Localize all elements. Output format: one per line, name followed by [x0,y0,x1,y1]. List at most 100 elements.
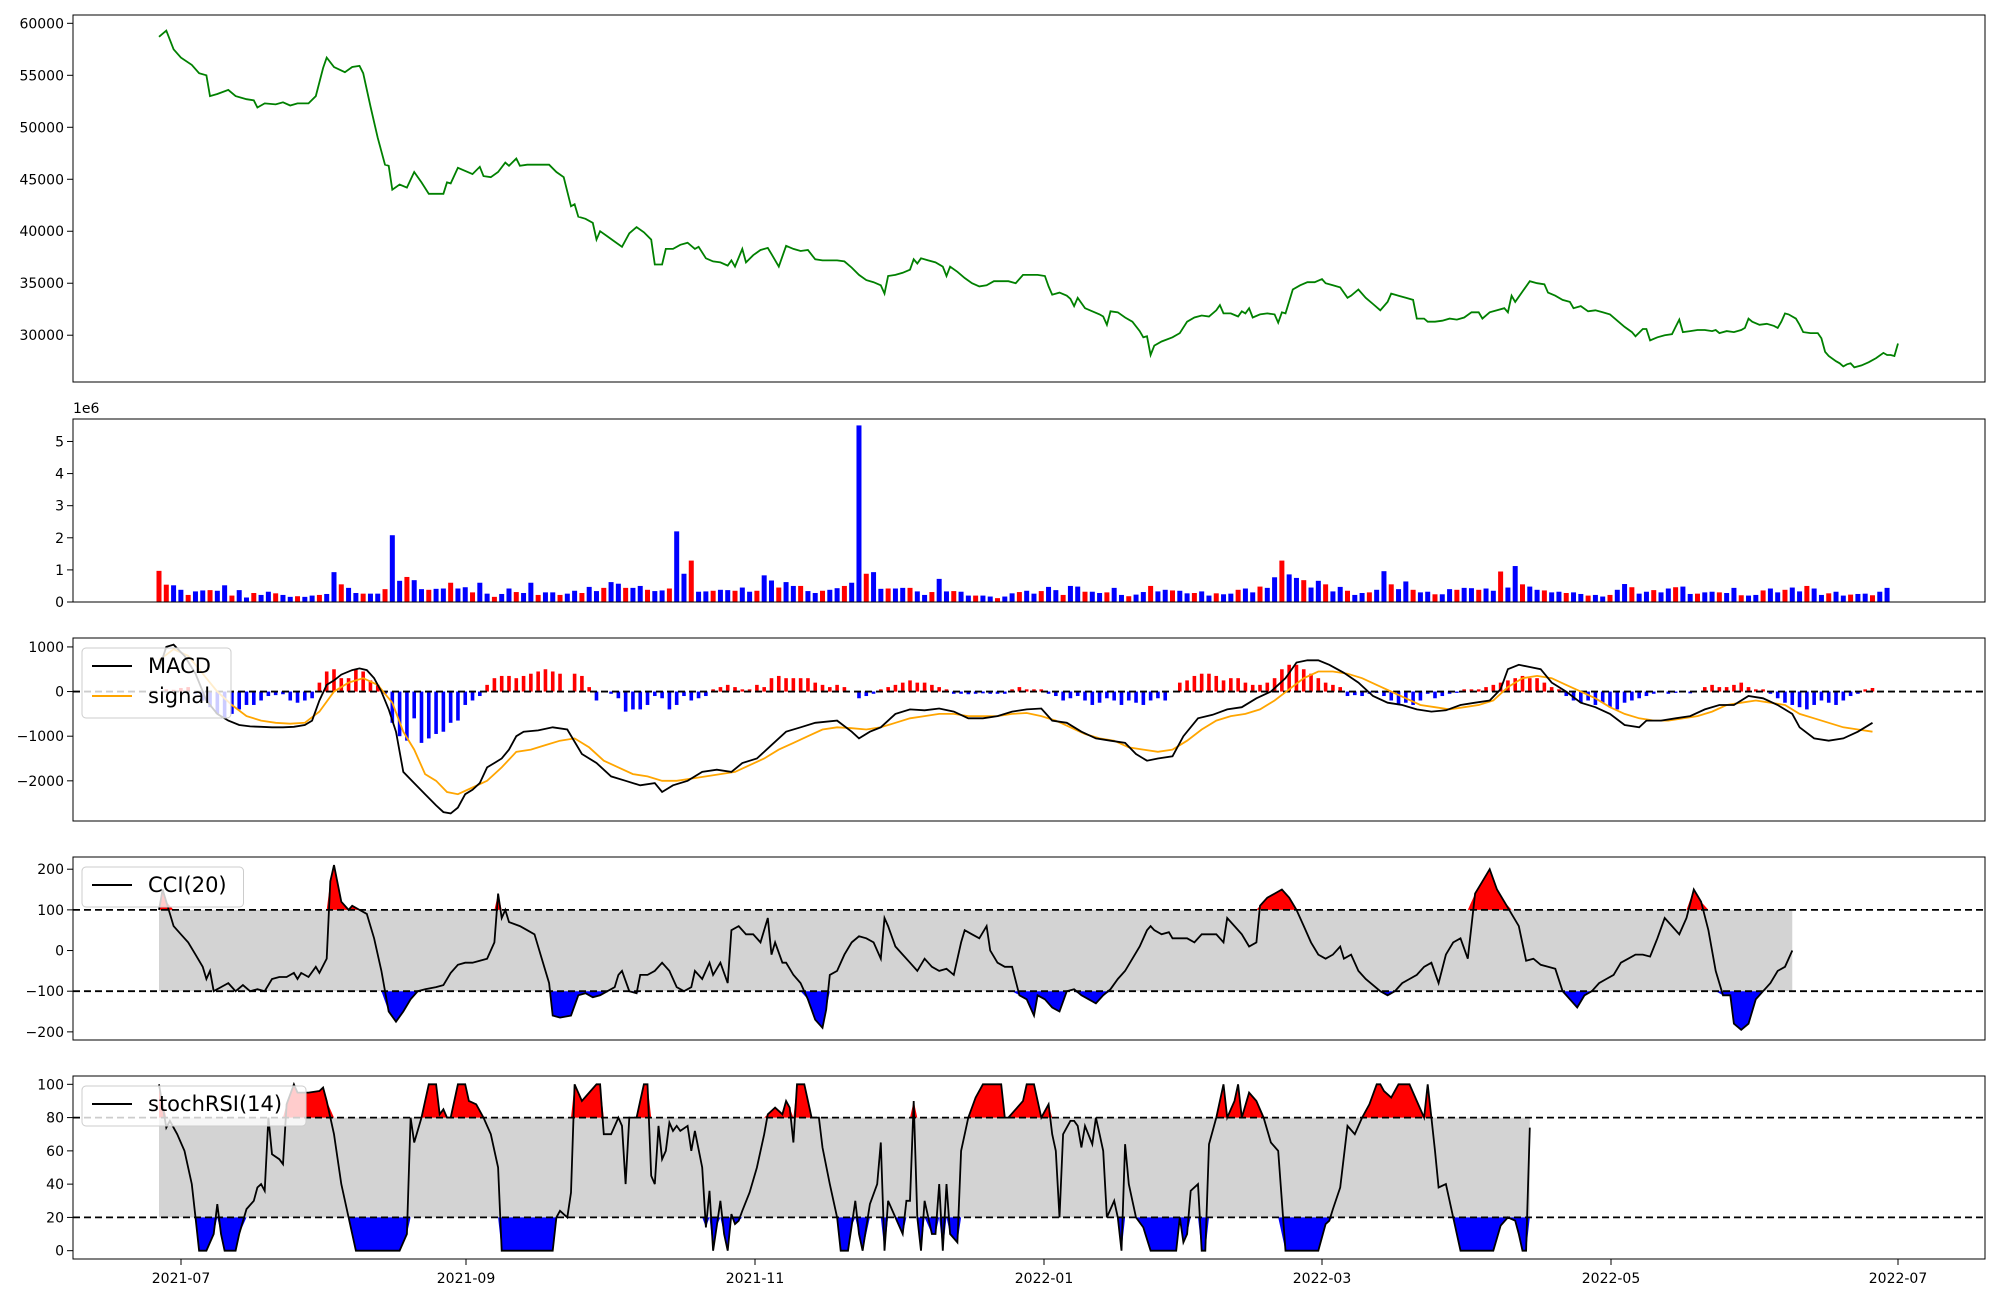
volume-bar [1804,585,1810,602]
macd-histogram-bar [1199,673,1204,692]
volume-bar [484,593,490,602]
oversold-fill [159,1217,1530,1251]
macd-histogram-bar [1243,682,1248,692]
macd-histogram-bar [288,691,293,701]
x-tick-label: 2022-01 [1015,1271,1074,1287]
volume-bar [1680,586,1686,602]
x-tick-label: 2021-07 [152,1271,211,1287]
macd-histogram-bar [478,691,482,697]
macd-histogram-bar [1447,691,1452,694]
legend-box [81,1085,307,1127]
volume-bar [936,578,942,602]
volume-bar [885,588,891,602]
macd-histogram-bar [1404,691,1408,703]
macd-histogram-bar [1010,689,1014,692]
volume-bar [747,591,753,602]
volume-bar [470,592,476,602]
legend-label: MACD [148,654,211,678]
volume-bar [171,585,177,602]
volume-bar [995,598,1001,602]
volume-bar [185,594,191,602]
volume-bar [156,570,162,602]
macd-histogram-bar [550,671,555,692]
macd-histogram-bar [1003,691,1007,694]
volume-bar [477,582,483,602]
macd-histogram-bar [339,678,344,692]
y-tick-label: 60000 [19,16,64,32]
volume-bar [1541,590,1547,602]
volume-bar [280,594,286,602]
macd-histogram-bar [1309,673,1313,692]
macd-histogram-bar [543,669,548,692]
macd-histogram-bar [1250,684,1255,692]
macd-histogram-bar [273,691,278,696]
macd-histogram-bar [1622,691,1627,703]
volume-bar [324,593,330,602]
macd-histogram-bar [616,691,621,699]
macd-histogram-bar [1469,689,1474,692]
volume-bar [615,583,621,602]
macd-histogram-bar [463,691,468,705]
macd-histogram-bar [1666,691,1671,694]
volume-bar [1629,587,1635,602]
macd-histogram-bar [456,691,460,721]
volume-bar [1315,580,1321,602]
macd-histogram-bar [1396,691,1401,705]
macd-histogram-bar [1651,691,1656,694]
macd-histogram-bar [784,678,788,692]
volume-bar [1818,594,1824,602]
y-tick-label: 0 [55,1244,64,1260]
macd-histogram-bar [755,684,759,692]
volume-bar [579,593,585,602]
volume-bar [265,591,271,602]
volume-bar [1731,587,1737,602]
macd-histogram-bar [1316,678,1321,692]
volume-bar [1126,596,1132,602]
volume-bar [346,587,352,602]
volume-bar [1162,589,1168,602]
volume-bar [1366,592,1372,602]
volume-bar [1286,574,1292,602]
volume-bar [1082,591,1088,602]
shared-date-axis: 2021-07 2021-09 2021-11 2022-01 2022-03 2022-… [152,1259,1927,1287]
volume-bar [499,593,505,602]
macd-histogram-bar [1068,691,1073,699]
macd-histogram-bar [485,684,489,692]
y-tick-label: 80 [46,1111,64,1127]
macd-histogram-bar [259,691,263,701]
macd-histogram-bar [1017,687,1022,692]
macd-histogram-bar [711,689,715,692]
volume-bar [1571,592,1577,602]
volume-bar [1498,571,1504,602]
volume-bar [1461,587,1467,602]
macd-histogram-bar [1411,691,1415,705]
macd-histogram-bar [1841,691,1846,701]
volume-bar [1155,591,1161,602]
volume-bar [1782,589,1788,602]
volume-bar [659,590,665,602]
macd-histogram-bar [653,691,657,697]
volume-bar [951,591,957,602]
volume-bar [557,594,563,602]
macd-histogram-bar [397,691,402,737]
macd-histogram-bar [828,687,832,692]
macd-histogram-bar [580,675,584,692]
macd-histogram-bar [930,684,934,692]
volume-bar [849,582,855,602]
volume-bar [1177,590,1183,602]
macd-histogram-bar [1272,678,1277,692]
volume-bar [1242,588,1248,602]
volume-bar [287,596,293,602]
volume-bar [1024,590,1030,602]
macd-histogram-bar [1761,689,1765,692]
volume-bar [404,576,410,602]
volume-bar [418,589,424,602]
macd-histogram-bar [1331,684,1335,692]
volume-bar [1643,591,1649,602]
volume-bar [863,573,869,602]
macd-histogram-bar [281,691,285,695]
macd-histogram-bar [1863,689,1867,692]
macd-histogram-bar [514,678,519,692]
volume-bar [426,589,432,602]
